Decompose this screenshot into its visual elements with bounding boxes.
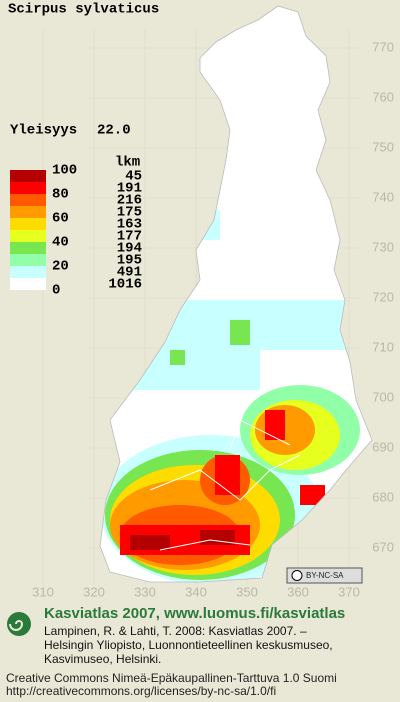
- legend-count: 191: [117, 181, 142, 197]
- boundary: [149, 419, 301, 551]
- legend-swatch: [10, 242, 46, 254]
- legend-level: 20: [52, 259, 69, 275]
- y-coordinate-label: 700: [372, 389, 394, 404]
- legend-level: 80: [52, 187, 69, 203]
- x-coordinate-label: 370: [338, 584, 360, 599]
- badge-box: [286, 567, 363, 584]
- legend-level: 60: [52, 211, 69, 227]
- legend-swatch: [10, 218, 46, 230]
- y-coordinate-label: 690: [372, 439, 394, 454]
- legend-level: 40: [52, 235, 69, 251]
- x-coordinate-label: 360: [287, 584, 309, 599]
- y-coordinate-label: 730: [372, 239, 394, 254]
- legend-swatch: [10, 266, 46, 278]
- frequency-label: Yleisyys: [10, 123, 77, 139]
- legend-count: 491: [117, 265, 142, 281]
- citation-line: Helsingin Yliopisto, Luonnontieteellinen…: [44, 638, 333, 652]
- legend-count: 194: [117, 241, 142, 257]
- badge-text: BY-NC-SA: [306, 571, 344, 580]
- y-coordinate-label: 710: [372, 339, 394, 354]
- citation-line: Kasvimuseo, Helsinki.: [44, 652, 161, 666]
- cc-icon: [291, 570, 303, 581]
- legend-swatch: [10, 254, 46, 266]
- cc-badge: BY-NC-SA: [286, 567, 363, 584]
- x-coordinate-label: 330: [134, 584, 156, 599]
- logo-spiral: [9, 620, 24, 631]
- y-coordinate-label: 720: [372, 289, 394, 304]
- legend-level: 100: [52, 163, 77, 179]
- legend-level: 0: [52, 283, 60, 299]
- y-coordinate-label: 760: [372, 89, 394, 104]
- heat: [215, 455, 240, 495]
- x-coordinate-label: 340: [185, 584, 207, 599]
- legend-swatch: [10, 230, 46, 242]
- legend-count: 1016: [108, 277, 142, 293]
- legend-count: 216: [117, 193, 142, 209]
- legend-header: lkm: [115, 155, 140, 171]
- heat: [170, 350, 185, 365]
- frequency-value: 22.0: [97, 123, 131, 139]
- y-coordinate-label: 680: [372, 489, 394, 504]
- legend-swatch: [10, 182, 46, 194]
- heat: [200, 530, 235, 545]
- heat: [265, 410, 285, 440]
- legend-count: 177: [117, 229, 142, 245]
- x-coordinate-label: 350: [236, 584, 258, 599]
- legend-swatch: [10, 206, 46, 218]
- x-coordinate-label: 320: [83, 584, 105, 599]
- legend-swatch: [10, 278, 46, 290]
- species-title: Scirpus sylvaticus: [8, 2, 159, 18]
- y-coordinate-label: 770: [372, 39, 394, 54]
- y-coordinate-label: 670: [372, 539, 394, 554]
- outline: [99, 5, 373, 583]
- legend-swatch: [10, 170, 46, 182]
- y-coordinate-label: 750: [372, 139, 394, 154]
- heat: [300, 485, 325, 505]
- credits-heading: Kasviatlas 2007, www.luomus.fi/kasviatla…: [44, 605, 345, 622]
- heat: [130, 535, 170, 550]
- x-coordinate-label: 310: [32, 584, 54, 599]
- license-line: http://creativecommons.org/licenses/by-n…: [6, 684, 276, 698]
- legend-count: 45: [125, 169, 142, 185]
- legend-count: 163: [117, 217, 142, 233]
- y-coordinate-label: 740: [372, 189, 394, 204]
- license-line: Creative Commons Nimeä-Epäkaupallinen-Ta…: [6, 671, 337, 685]
- legend-count: 195: [117, 253, 142, 269]
- legend-swatch: [10, 194, 46, 206]
- logo: [7, 612, 31, 636]
- legend-count: 175: [117, 205, 142, 221]
- heat: [230, 320, 250, 345]
- citation-line: Lampinen, R. & Lahti, T. 2008: Kasviatla…: [44, 624, 307, 638]
